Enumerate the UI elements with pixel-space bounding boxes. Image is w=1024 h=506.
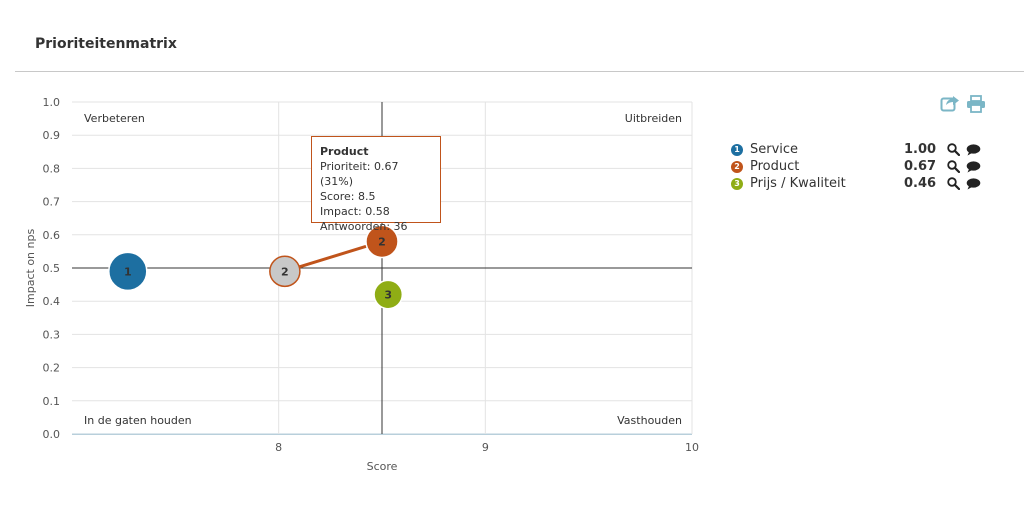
y-axis-title: Impact on nps xyxy=(24,229,37,308)
legend-value: 0.67 xyxy=(904,159,937,174)
tooltip-title: Product xyxy=(320,145,369,158)
search-icon[interactable] xyxy=(947,160,961,177)
comment-icon[interactable] xyxy=(966,161,981,177)
y-tick-label: 0.0 xyxy=(43,428,61,441)
legend-item-service[interactable]: 1 Service 1.00 xyxy=(731,142,986,159)
movement-line xyxy=(284,240,383,273)
legend-label: Service xyxy=(750,142,799,157)
export-icon[interactable] xyxy=(940,94,960,116)
y-tick-label: 0.6 xyxy=(43,229,61,242)
quadrant-label-verbeteren: Verbeteren xyxy=(84,112,145,125)
previous-point-marker xyxy=(269,255,301,288)
y-tick-label: 0.3 xyxy=(43,328,61,341)
y-tick-label: 0.2 xyxy=(43,362,61,375)
y-tick-label: 0.7 xyxy=(43,196,61,209)
y-tick-label: 0.8 xyxy=(43,162,61,175)
chart-tooltip: Product Prioriteit: 0.67 (31%) Score: 8.… xyxy=(311,136,441,233)
point-label: 1 xyxy=(124,265,132,278)
legend-badge: 2 xyxy=(731,161,743,173)
x-tick-label: 8 xyxy=(275,441,282,454)
point-marker xyxy=(365,224,399,259)
quadrant-label-uitbreiden: Uitbreiden xyxy=(625,112,682,125)
previous-point-label: 2 xyxy=(281,265,289,278)
legend-badge: 3 xyxy=(731,178,743,190)
comment-icon[interactable] xyxy=(966,178,981,194)
y-tick-label: 0.4 xyxy=(43,295,61,308)
quadrant-label-in-de-gaten-houden: In de gaten houden xyxy=(84,414,192,427)
comment-icon[interactable] xyxy=(966,144,981,160)
priority-legend: 1 Service 1.00 2 Product 0.67 3 Prijs / … xyxy=(731,142,986,193)
y-tick-label: 0.1 xyxy=(43,395,61,408)
legend-label: Product xyxy=(750,159,800,174)
tooltip-score: Score: 8.5 xyxy=(320,190,376,203)
y-tick-label: 1.0 xyxy=(43,96,61,109)
x-axis-title: Score xyxy=(367,460,398,473)
legend-value: 1.00 xyxy=(904,142,937,157)
legend-badge: 1 xyxy=(731,144,743,156)
tooltip-responses: Antwoorden: 36 xyxy=(320,220,408,233)
point-marker xyxy=(373,279,404,310)
y-tick-label: 0.9 xyxy=(43,129,61,142)
tooltip-impact: Impact: 0.58 xyxy=(320,205,390,218)
legend-value: 0.46 xyxy=(904,176,937,191)
x-tick-label: 9 xyxy=(482,441,489,454)
print-icon[interactable] xyxy=(966,95,986,117)
point-marker xyxy=(108,251,148,292)
y-tick-label: 0.5 xyxy=(43,262,61,275)
tooltip-priority: Prioriteit: 0.67 (31%) xyxy=(320,160,399,188)
quadrant-label-vasthouden: Vasthouden xyxy=(617,414,682,427)
legend-label: Prijs / Kwaliteit xyxy=(750,176,846,191)
page-title: Prioriteitenmatrix xyxy=(35,36,177,52)
search-icon[interactable] xyxy=(947,143,961,160)
search-icon[interactable] xyxy=(947,177,961,194)
x-tick-label: 10 xyxy=(685,441,699,454)
point-label: 3 xyxy=(384,289,392,302)
title-divider xyxy=(15,71,1024,72)
legend-item-prijs-kwaliteit[interactable]: 3 Prijs / Kwaliteit 0.46 xyxy=(731,176,986,193)
point-label: 2 xyxy=(378,235,386,248)
legend-item-product[interactable]: 2 Product 0.67 xyxy=(731,159,986,176)
